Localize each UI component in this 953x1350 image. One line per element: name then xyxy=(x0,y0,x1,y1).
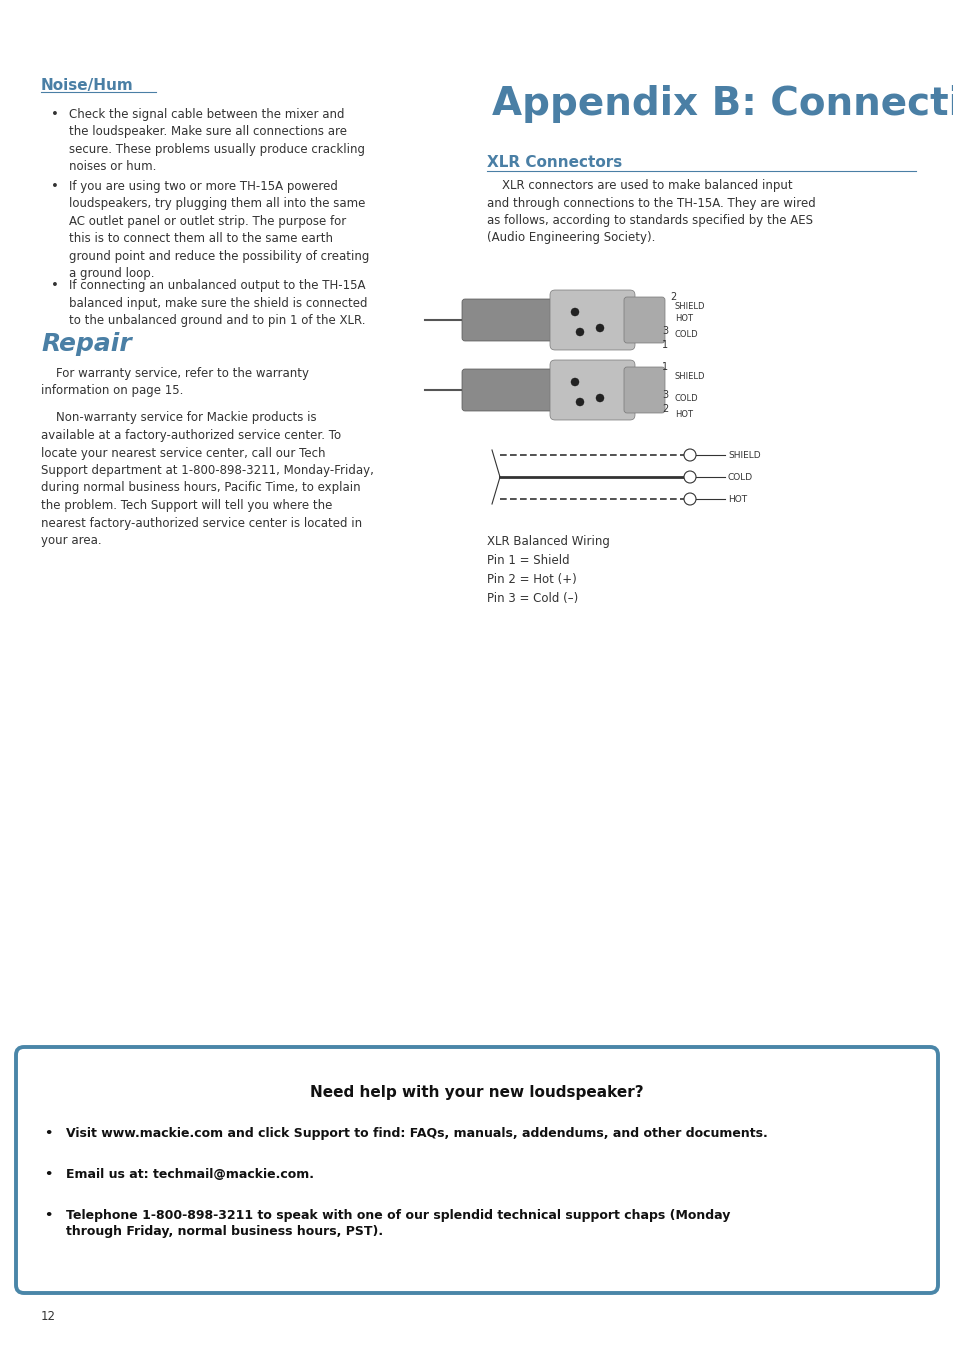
Text: SHIELD: SHIELD xyxy=(675,373,705,381)
Circle shape xyxy=(683,450,696,460)
FancyBboxPatch shape xyxy=(623,367,664,413)
Text: Noise/Hum: Noise/Hum xyxy=(41,78,133,93)
Text: 12: 12 xyxy=(41,1310,56,1323)
Text: Appendix B: Connections: Appendix B: Connections xyxy=(492,85,953,123)
Text: COLD: COLD xyxy=(675,329,698,339)
Circle shape xyxy=(576,328,583,336)
Text: 1: 1 xyxy=(661,340,667,350)
Text: 1: 1 xyxy=(661,362,667,373)
Text: Check the signal cable between the mixer and
the loudspeaker. Make sure all conn: Check the signal cable between the mixer… xyxy=(69,108,365,174)
Text: •: • xyxy=(44,1210,52,1222)
Circle shape xyxy=(596,394,603,402)
Text: 2: 2 xyxy=(683,494,689,504)
Text: HOT: HOT xyxy=(727,494,746,504)
Text: •: • xyxy=(44,1127,52,1139)
Circle shape xyxy=(576,398,583,406)
Text: •: • xyxy=(44,1168,52,1181)
Text: HOT: HOT xyxy=(675,410,692,418)
Text: Non-warranty service for Mackie products is
available at a factory-authorized se: Non-warranty service for Mackie products… xyxy=(41,412,374,547)
Circle shape xyxy=(571,308,578,316)
Text: Repair: Repair xyxy=(41,332,132,355)
Text: •: • xyxy=(51,108,59,122)
Text: •: • xyxy=(51,279,59,292)
Text: XLR Balanced Wiring
Pin 1 = Shield
Pin 2 = Hot (+)
Pin 3 = Cold (–): XLR Balanced Wiring Pin 1 = Shield Pin 2… xyxy=(486,535,609,605)
Text: Email us at: techmail@mackie.com.: Email us at: techmail@mackie.com. xyxy=(66,1168,314,1181)
Text: XLR connectors are used to make balanced input
and through connections to the TH: XLR connectors are used to make balanced… xyxy=(486,180,815,244)
Circle shape xyxy=(683,493,696,505)
Circle shape xyxy=(596,324,603,332)
Text: Telephone 1-800-898-3211 to speak with one of our splendid technical support cha: Telephone 1-800-898-3211 to speak with o… xyxy=(66,1210,730,1238)
Circle shape xyxy=(571,378,578,386)
Text: 2: 2 xyxy=(669,292,676,302)
FancyBboxPatch shape xyxy=(550,360,635,420)
Text: 1: 1 xyxy=(683,451,689,459)
FancyBboxPatch shape xyxy=(16,1048,937,1293)
Text: For warranty service, refer to the warranty
information on page 15.: For warranty service, refer to the warra… xyxy=(41,366,309,397)
Text: 3: 3 xyxy=(661,390,667,400)
Text: 3: 3 xyxy=(683,472,689,482)
Text: SHIELD: SHIELD xyxy=(727,451,760,459)
Text: XLR Connectors: XLR Connectors xyxy=(486,155,621,170)
Text: Visit www.mackie.com and click Support to find: FAQs, manuals, addendums, and ot: Visit www.mackie.com and click Support t… xyxy=(66,1127,767,1139)
Text: COLD: COLD xyxy=(675,394,698,404)
Text: COLD: COLD xyxy=(727,472,752,482)
FancyBboxPatch shape xyxy=(623,297,664,343)
Text: Need help with your new loudspeaker?: Need help with your new loudspeaker? xyxy=(310,1085,643,1100)
Text: 2: 2 xyxy=(661,404,667,414)
Text: If connecting an unbalanced output to the TH-15A
balanced input, make sure the s: If connecting an unbalanced output to th… xyxy=(69,279,367,327)
Text: If you are using two or more TH-15A powered
loudspeakers, try plugging them all : If you are using two or more TH-15A powe… xyxy=(69,180,369,281)
Text: SHIELD: SHIELD xyxy=(675,302,705,311)
FancyBboxPatch shape xyxy=(461,369,558,410)
FancyBboxPatch shape xyxy=(550,290,635,350)
Text: 3: 3 xyxy=(661,325,667,336)
Text: •: • xyxy=(51,180,59,193)
Text: HOT: HOT xyxy=(675,315,692,323)
Circle shape xyxy=(683,471,696,483)
FancyBboxPatch shape xyxy=(461,298,558,342)
